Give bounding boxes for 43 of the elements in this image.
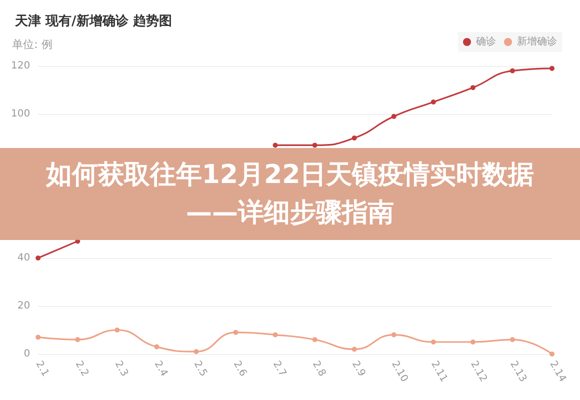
point [272, 142, 278, 148]
x-tick-label: 2.6 [230, 359, 248, 379]
legend-label: 确诊 [475, 36, 496, 48]
point [470, 340, 476, 344]
y-axis-title: 单位: 例 [12, 38, 52, 51]
y-tick-label: 120 [10, 60, 30, 72]
point [510, 68, 515, 74]
point [430, 100, 436, 104]
x-tick-label: 2.7 [270, 359, 288, 379]
annotation: 如何获取往年12月22日天镇疫情实时数据——详细步骤指南 [44, 159, 536, 230]
point [194, 349, 199, 354]
x-tick-label: 2.9 [350, 359, 368, 379]
point [550, 352, 554, 356]
point [312, 142, 318, 148]
x-tick-label: 2.5 [191, 359, 209, 379]
y-tick-label: 40 [17, 252, 30, 264]
x-tick-label: 2.1 [33, 359, 51, 379]
point [352, 136, 357, 140]
y-tick-label: 0 [24, 348, 30, 360]
point [233, 330, 238, 335]
x-tick-label: 2.3 [112, 359, 130, 379]
point [510, 337, 515, 342]
point [75, 337, 80, 342]
legend-label: 新增确诊 [517, 36, 557, 48]
y-tick-label: 100 [10, 108, 30, 120]
point [114, 328, 120, 332]
point [272, 332, 278, 338]
x-tick-label: 2.8 [310, 359, 328, 379]
point [352, 346, 357, 352]
point [36, 334, 41, 340]
x-tick-label: 2.2 [72, 359, 90, 379]
point [312, 337, 318, 342]
point [391, 332, 396, 338]
point [550, 66, 554, 71]
banner: 如何获取往年12月22日天镇疫情实时数据——详细步骤指南 [0, 148, 580, 240]
chart-title: 天津 现有/新增确诊 趋势图 [14, 13, 172, 29]
point [391, 114, 396, 119]
point [430, 340, 436, 344]
x-tick-label: 2.4 [152, 359, 170, 379]
point [36, 256, 41, 260]
point [470, 85, 476, 90]
point [154, 344, 160, 350]
y-tick-label: 20 [17, 300, 30, 312]
